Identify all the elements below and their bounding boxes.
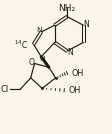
Text: O: O xyxy=(28,58,34,67)
Text: $^{14}$C: $^{14}$C xyxy=(14,38,28,51)
Text: OH: OH xyxy=(68,86,81,95)
Text: N: N xyxy=(67,48,72,57)
Text: NH₂: NH₂ xyxy=(58,3,75,12)
Text: N: N xyxy=(36,27,42,33)
Text: OH: OH xyxy=(71,69,83,78)
Text: N: N xyxy=(83,20,88,29)
Text: Cl: Cl xyxy=(0,85,9,94)
Text: N: N xyxy=(39,56,45,62)
